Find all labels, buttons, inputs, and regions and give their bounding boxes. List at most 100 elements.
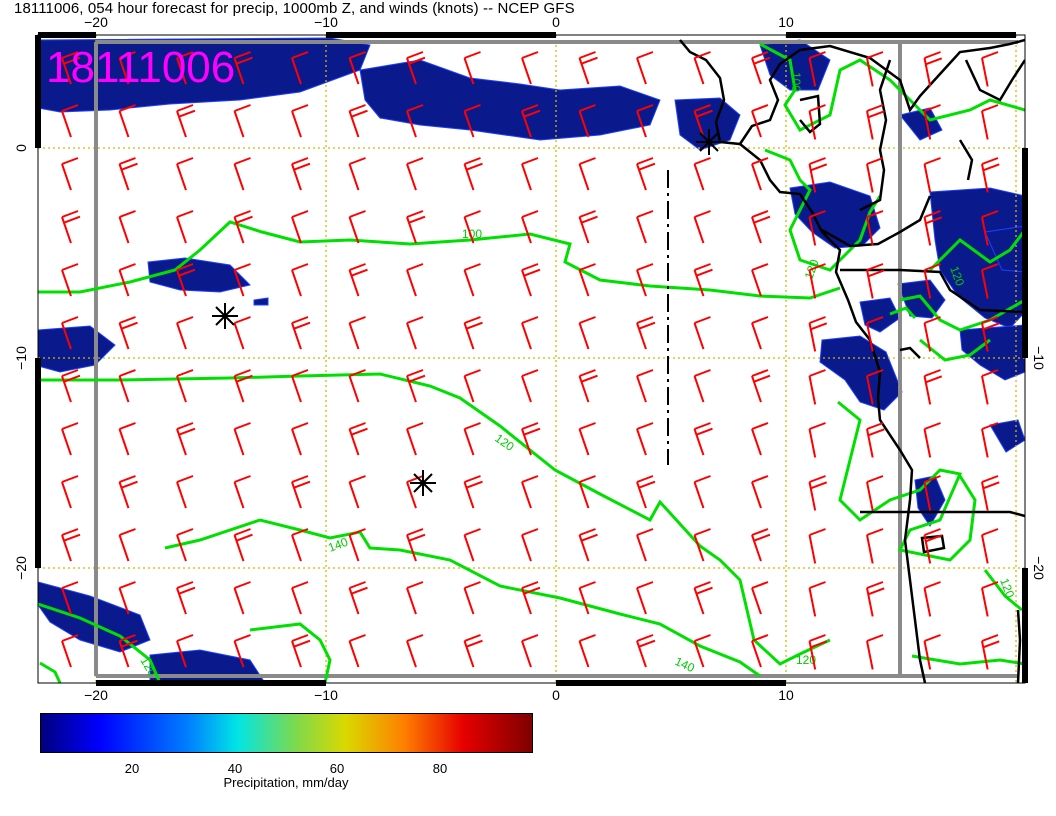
wind-barb [348,210,366,244]
wind-barb [636,369,654,403]
height-contours [38,42,1025,683]
wind-barb [118,634,138,668]
wind-barb [751,581,769,615]
left-tick-label: −10 [13,346,29,370]
wind-barb [636,316,656,350]
wind-barb [463,263,481,297]
wind-barb [866,634,884,670]
wind-barb [521,422,541,456]
wind-barb [693,157,711,191]
wind-barb [808,581,826,617]
colorbar-tick: 20 [124,761,140,776]
wind-barb [463,528,481,562]
contour-label: 100 [462,227,482,241]
wind-barb [463,157,483,191]
contour-label: 140 [673,654,697,675]
wind-barb [981,528,999,564]
axis-labels: −20 −10 0 10 −20 −10 0 10 0 −10 −20 −10 … [13,14,1047,703]
wind-barb [291,422,309,456]
wind-barb [348,104,368,138]
wind-barb [693,422,713,456]
wind-barb [578,528,598,562]
wind-barb [118,475,138,509]
date-stamp: 18111006 [46,43,235,92]
wind-barb [118,581,136,615]
wind-barb [578,104,596,138]
wind-barb [406,210,426,244]
wind-barb [463,104,481,138]
wind-barb [636,210,654,244]
top-tick-label: −20 [84,14,108,30]
wind-barb [521,157,539,191]
wind-barb [866,51,884,87]
wind-barb [521,528,539,562]
wind-barb [406,51,426,85]
wind-barb [866,422,885,458]
wind-barb [923,528,943,564]
wind-barb [118,157,138,191]
wind-barb [118,210,136,244]
wind-barb [808,422,826,458]
wind-barb [866,369,884,405]
wind-barb [981,422,999,458]
colorbar-tick: 40 [227,761,243,776]
wind-barb [406,634,424,668]
wind-barb [866,157,884,193]
wind-barb [636,581,654,615]
wind-barb [291,157,311,191]
wind-barb [463,316,483,350]
wind-barb [176,581,196,615]
wind-barb [406,104,424,138]
wind-barb [348,51,366,85]
wind-barb [578,422,596,456]
wind-barb [233,210,253,244]
wind-barb [61,157,79,191]
wind-barb [693,51,711,85]
wind-barb [118,316,138,350]
star-marker [410,470,436,496]
wind-barb [61,422,79,456]
contour-label: 120 [796,653,816,667]
wind-barb [923,51,943,87]
colorbar-tick: 80 [432,761,448,776]
wind-barb [291,104,309,138]
wind-barb [636,104,654,138]
wind-barb [291,581,309,615]
wind-barb [751,104,769,138]
wind-barb [61,369,81,403]
contour-label: 140 [326,535,350,555]
wind-barb [406,528,426,562]
wind-barb [578,51,598,85]
star-marker [212,303,238,329]
wind-barb [521,634,539,668]
wind-barb [808,528,826,564]
wind-barb [866,104,885,140]
top-tick-label: 0 [552,14,560,30]
wind-barb [808,104,826,140]
wind-barb [693,634,711,668]
wind-barb [348,528,366,562]
wind-barb [348,422,368,456]
wind-barb [693,369,711,403]
wind-barb [521,263,541,297]
wind-barb [291,369,309,403]
wind-barb [406,157,424,191]
wind-barb [751,210,771,244]
wind-barb [751,157,769,191]
left-tick-label: 0 [13,144,29,152]
wind-barb [348,581,368,615]
wind-barb [923,422,941,458]
wind-barb [808,51,826,87]
wind-barb [923,634,941,670]
wind-barb [233,369,253,403]
wind-barb [866,528,884,564]
wind-barb [923,104,941,140]
wind-barb [636,475,656,509]
top-tick-label: −10 [314,14,338,30]
wind-barb [61,51,81,85]
wind-barb [521,104,541,138]
bottom-tick-label: −20 [84,687,108,703]
wind-barb [693,475,711,509]
wind-barb [406,581,424,615]
wind-barb [923,475,941,511]
